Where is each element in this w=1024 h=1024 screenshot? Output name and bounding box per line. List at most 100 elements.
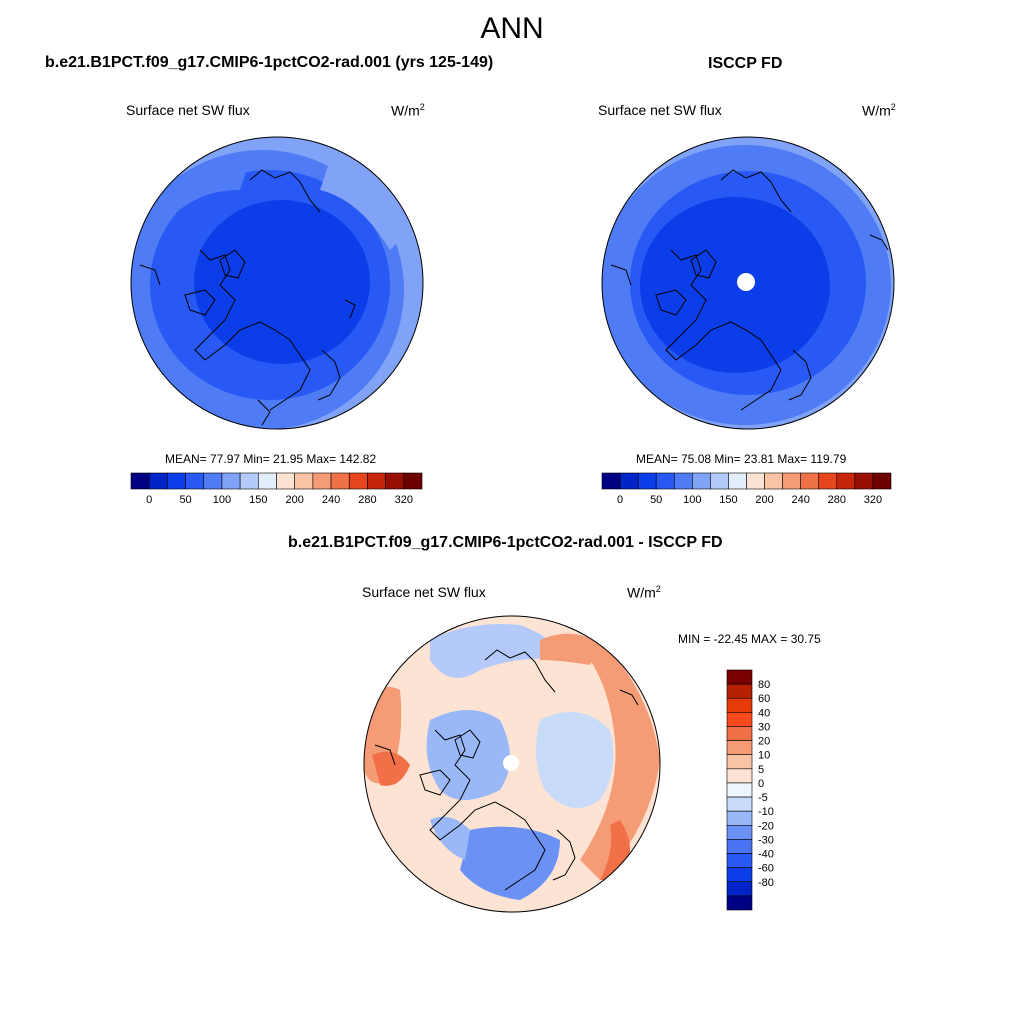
obs-colorbar: 0 50 100 150 200 240 280 320 [601,472,892,506]
model-stats: MEAN= 77.97 Min= 21.95 Max= 142.82 [165,452,377,466]
model-colorbar: 0 50 100 150 200 240 280 320 [130,472,423,506]
diff-colorbar-box [726,824,753,840]
model-colorbar-box [239,472,259,490]
obs-colorbar-box [836,472,856,490]
obs-map-missing-pole [737,273,755,291]
diff-colorbar-tick-label: 0 [758,778,764,790]
diff-map-missing-pole [503,755,519,771]
model-units-label: W/m2 [391,102,425,119]
diff-colorbar-tick-label: -30 [758,834,774,846]
diff-colorbar-box [726,881,753,897]
model-colorbar-tick-label: 0 [146,494,152,506]
diff-colorbar-box [726,839,753,854]
model-colorbar-box [203,472,223,490]
model-colorbar-box [330,472,350,490]
diff-colorbar: 80 60 40 30 20 10 5 0 -5 -10 -20 -30 -40 -60 -80 [726,669,774,911]
model-colorbar-box [185,472,205,490]
obs-map-field [640,197,830,373]
model-panel-title: b.e21.B1PCT.f09_g17.CMIP6-1pctCO2-rad.00… [45,54,494,71]
model-colorbar-box [221,472,241,490]
obs-colorbar-tick-label: 240 [792,494,810,506]
obs-colorbar-box [655,472,675,490]
diff-map-field [372,751,410,786]
model-colorbar-tick-label: 150 [249,494,267,506]
model-map-field [150,158,250,230]
model-colorbar-box [167,472,186,490]
model-colorbar-box [294,472,314,490]
diff-colorbar-box [726,683,753,699]
diff-map-field [430,624,560,678]
obs-panel-title: ISCCP FD [708,55,783,72]
diff-colorbar-tick-label: -20 [758,820,774,832]
diff-colorbar-box [726,754,753,770]
diff-colorbar-tick-label: 60 [758,693,770,705]
obs-colorbar-box [692,472,711,490]
model-map-border [130,136,424,430]
obs-colorbar-tick-label: 200 [755,494,773,506]
diff-units-label: W/m2 [627,584,661,601]
diff-colorbar-tick-label: 80 [758,679,770,691]
model-colorbar-box [148,472,168,490]
obs-colorbar-tick-label: 150 [719,494,737,506]
diff-colorbar-tick-label: 5 [758,764,764,776]
diff-colorbar-box [726,782,753,798]
diff-variable-label: Surface net SW flux [362,584,486,600]
obs-colorbar-box [872,472,892,490]
diff-colorbar-tick-label: 30 [758,721,770,733]
model-colorbar-box [367,472,386,490]
obs-coastlines [610,169,889,411]
diff-colorbar-tick-label: -40 [758,849,774,861]
obs-colorbar-tick-label: 320 [864,494,882,506]
obs-colorbar-box [818,472,838,490]
model-colorbar-tick-label: 240 [322,494,340,506]
obs-map [602,137,894,429]
obs-colorbar-box [710,472,729,490]
model-map-field [194,200,370,364]
diff-map-field [430,816,470,860]
diff-colorbar-tick-label: -60 [758,863,774,875]
model-variable-label: Surface net SW flux [126,102,250,118]
obs-colorbar-box [619,472,639,490]
diff-map-field [536,712,614,808]
diff-colorbar-box [726,726,753,741]
diff-colorbar-box [726,895,753,911]
diff-colorbar-tick-label: 40 [758,707,770,719]
diff-map-field [540,633,600,665]
model-colorbar-box [348,472,368,490]
diff-colorbar-box [726,810,753,826]
model-colorbar-box [385,472,405,490]
diff-colorbar-box [726,669,753,685]
diff-colorbar-box [726,712,753,727]
diff-colorbar-tick-label: -5 [758,792,768,804]
obs-colorbar-box [854,472,874,490]
diff-coastlines [374,649,639,891]
obs-units-label: W/m2 [862,102,896,119]
diff-colorbar-box [726,697,753,713]
obs-colorbar-tick-label: 100 [683,494,701,506]
model-colorbar-box [258,472,277,490]
obs-colorbar-tick-label: 0 [617,494,623,506]
obs-colorbar-tick-label: 50 [650,494,662,506]
diff-map-field [426,710,510,800]
model-map-field [320,160,410,250]
model-map [131,137,423,429]
obs-colorbar-tick-label: 280 [828,494,846,506]
diff-colorbar-tick-label: -80 [758,877,774,889]
model-colorbar-box [130,472,150,490]
diff-colorbar-tick-label: 10 [758,750,770,762]
obs-colorbar-box [746,472,765,490]
obs-colorbar-box [764,472,783,490]
diff-map-field [580,640,660,880]
obs-colorbar-box [601,472,621,490]
model-colorbar-tick-label: 320 [395,494,413,506]
diff-colorbar-box [726,768,753,784]
diff-colorbar-box [726,853,753,868]
diff-map-field [460,826,560,900]
obs-map-border [601,136,895,430]
diff-colorbar-box [726,867,753,883]
model-colorbar-box [312,472,332,490]
diff-colorbar-box [726,740,753,756]
obs-colorbar-box [800,472,820,490]
obs-colorbar-box [637,472,657,490]
